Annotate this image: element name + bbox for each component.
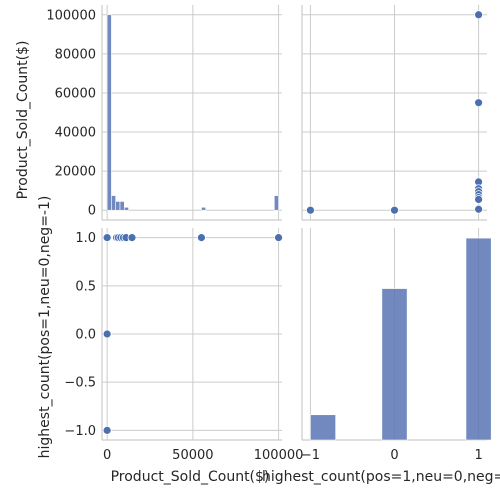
- scatter-point: [275, 234, 283, 242]
- histogram-bar: [120, 201, 124, 210]
- x-tick-label: 0: [103, 448, 111, 463]
- y-tick-label: 0.0: [75, 328, 96, 343]
- scatter-point: [391, 206, 399, 214]
- y-tick-label: 0: [88, 204, 96, 219]
- x-tick-labels-col1: −1 0 1: [301, 448, 483, 463]
- y-axis-label-row1: highest_count(pos=1,neu=0,neg=-1): [37, 196, 53, 459]
- scatter-point: [475, 11, 483, 19]
- histogram-bar: [382, 289, 407, 440]
- y-tick-label: 20000: [55, 165, 96, 180]
- panel-scatter-count-vs-sold: [302, 5, 487, 220]
- y-tick-label: 40000: [55, 126, 96, 141]
- scatter-point: [128, 234, 136, 242]
- x-tick-labels-col0: 0 50000 100000: [103, 448, 303, 463]
- y-tick-labels-row0: 0 20000 40000 60000 80000 100000: [46, 8, 96, 218]
- panel-histogram-sold-count: [102, 5, 282, 220]
- y-tick-label: 0.5: [75, 279, 96, 294]
- x-tick-label: 1: [474, 448, 482, 463]
- y-tick-label: 1.0: [75, 231, 96, 246]
- histogram-bar: [201, 207, 205, 210]
- scatter-point: [306, 206, 314, 214]
- histogram-bar: [310, 415, 335, 440]
- histogram-bar: [116, 201, 120, 210]
- y-tick-label: −0.5: [64, 376, 96, 391]
- histogram-bar: [111, 196, 115, 211]
- x-axis-label-col0: Product_Sold_Count($): [111, 469, 270, 485]
- x-tick-label: 100000: [254, 448, 304, 463]
- scatter-point: [103, 426, 111, 434]
- y-tick-labels-row1: −1.0 −0.5 0.0 0.5 1.0: [64, 231, 96, 439]
- y-tick-label: 100000: [46, 8, 96, 23]
- y-axis-label-row0: Product_Sold_Count($): [15, 41, 31, 200]
- histogram-bar: [124, 207, 128, 210]
- scatter-point: [103, 234, 111, 242]
- panel-scatter-sold-vs-count: [102, 228, 283, 440]
- scatter-point: [475, 99, 483, 107]
- histogram-bar: [274, 196, 278, 211]
- scatter-point: [103, 330, 111, 338]
- y-tick-label: 60000: [55, 86, 96, 101]
- y-tick-label: 80000: [55, 47, 96, 62]
- y-tick-label: −1.0: [64, 424, 96, 439]
- x-tick-label: 50000: [172, 448, 213, 463]
- scatter-point: [475, 195, 483, 203]
- scatter-point: [197, 234, 205, 242]
- x-axis-label-col1: highest_count(pos=1,neu=0,neg=-1): [262, 469, 500, 485]
- histogram-bar: [107, 15, 111, 210]
- histogram-bar: [466, 238, 491, 440]
- x-tick-label: −1: [301, 448, 320, 463]
- scatter-point: [475, 205, 483, 213]
- x-tick-label: 0: [390, 448, 398, 463]
- panel-histogram-highest-count: [302, 228, 491, 440]
